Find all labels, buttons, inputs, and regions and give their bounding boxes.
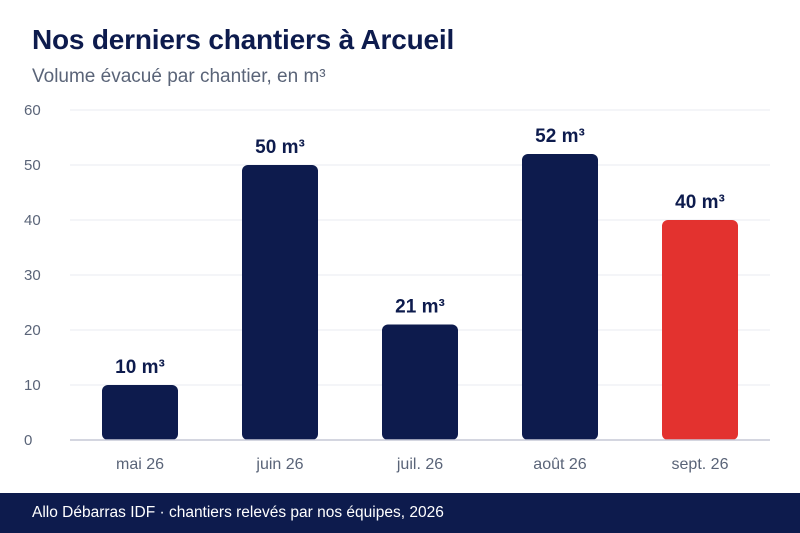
- bar-value-label: 50 m³: [255, 137, 305, 158]
- x-tick-label: juil. 26: [396, 456, 443, 473]
- x-tick-label: mai 26: [116, 456, 164, 473]
- footer-bar: Allo Débarras IDF · chantiers relevés pa…: [0, 493, 800, 533]
- bar: [242, 165, 318, 440]
- y-tick-label: 10: [24, 377, 41, 394]
- chart-subtitle: Volume évacué par chantier, en m³: [32, 66, 326, 87]
- x-tick-label: juin 26: [255, 456, 303, 473]
- x-tick-label: août 26: [533, 456, 586, 473]
- bar: [102, 385, 178, 440]
- y-tick-label: 60: [24, 102, 41, 119]
- bar: [522, 154, 598, 440]
- footer-source: Allo Débarras IDF · chantiers relevés pa…: [32, 504, 444, 521]
- bar-value-label: 52 m³: [535, 126, 585, 147]
- bar-value-label: 40 m³: [675, 192, 725, 213]
- bar: [662, 220, 738, 440]
- y-tick-label: 20: [24, 322, 41, 339]
- x-tick-label: sept. 26: [672, 456, 729, 473]
- bar-chart: 0 10 20 30 40 50 60 10 m³ mai 26 50 m³ juin 26 21 m…: [24, 102, 770, 473]
- bar: [382, 324, 458, 440]
- y-tick-label: 40: [24, 212, 41, 229]
- bar-value-label: 10 m³: [115, 357, 165, 378]
- bar-value-label: 21 m³: [395, 297, 445, 318]
- y-tick-label: 0: [24, 432, 32, 449]
- y-tick-label: 50: [24, 157, 41, 174]
- y-tick-label: 30: [24, 267, 41, 284]
- chart-title: Nos derniers chantiers à Arcueil: [32, 24, 455, 55]
